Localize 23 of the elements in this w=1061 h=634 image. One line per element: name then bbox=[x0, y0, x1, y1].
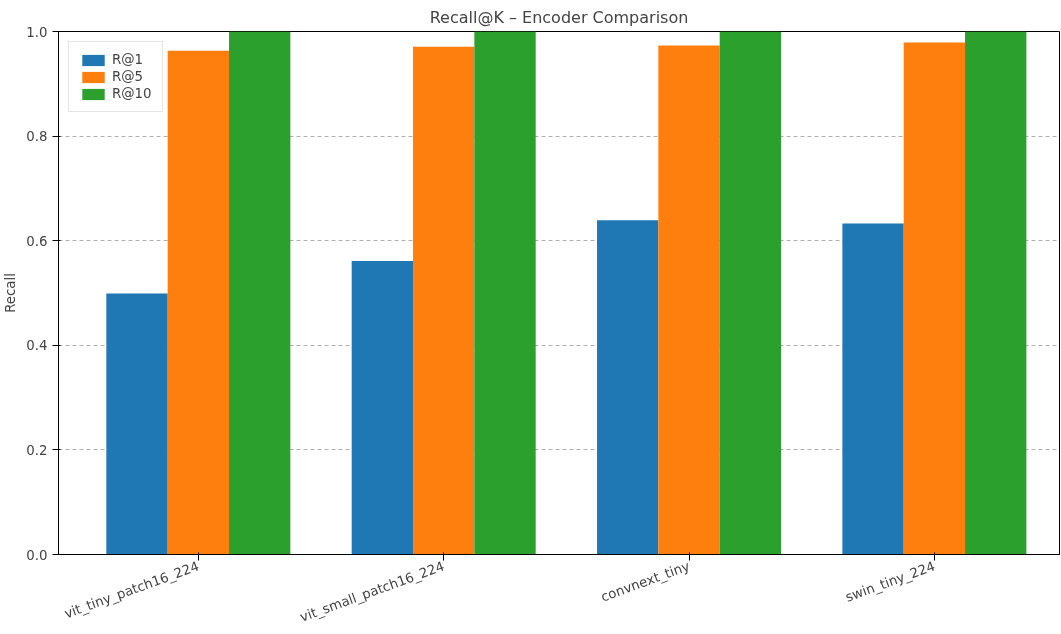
y-tick-label: 0.0 bbox=[26, 547, 48, 563]
legend-label: R@1 bbox=[112, 52, 144, 67]
y-tick-label: 0.2 bbox=[26, 442, 48, 458]
legend-label: R@10 bbox=[112, 86, 152, 101]
chart-title: Recall@K – Encoder Comparison bbox=[429, 7, 689, 27]
bar bbox=[597, 220, 659, 555]
bar bbox=[351, 261, 414, 555]
bar bbox=[903, 42, 966, 555]
y-tick-label: 1.0 bbox=[26, 24, 48, 40]
bar bbox=[167, 50, 230, 555]
bar bbox=[229, 31, 291, 555]
y-tick-label: 0.6 bbox=[26, 233, 48, 249]
bar bbox=[474, 31, 536, 555]
bar bbox=[842, 223, 904, 555]
y-tick-label: 0.4 bbox=[26, 338, 48, 354]
legend-label: R@5 bbox=[112, 69, 144, 84]
bar bbox=[106, 293, 168, 555]
bar bbox=[658, 45, 720, 555]
y-axis-title: Recall bbox=[3, 273, 19, 313]
bar bbox=[719, 31, 782, 555]
bar bbox=[965, 31, 1027, 555]
bar bbox=[413, 46, 475, 555]
y-tick-label: 0.8 bbox=[26, 129, 48, 145]
